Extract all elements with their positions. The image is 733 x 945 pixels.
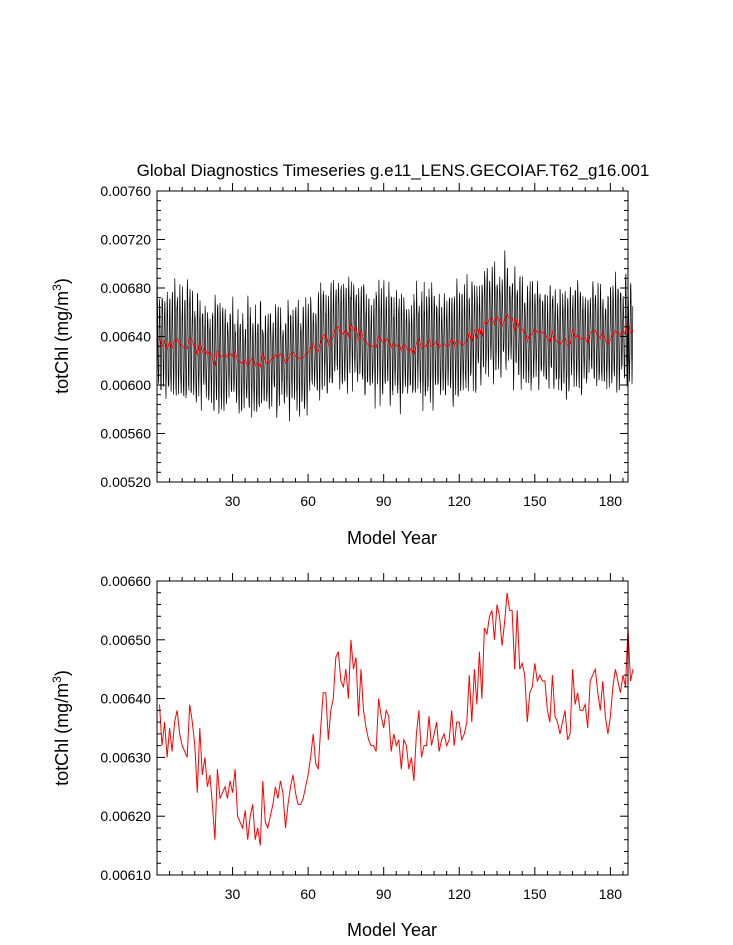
top-x-tick-label: 150 <box>523 493 547 509</box>
top-y-tick-label: 0.00640 <box>100 329 151 345</box>
top-x-tick-label: 30 <box>225 493 241 509</box>
bottom-annual-mean-line <box>159 592 634 846</box>
bottom-x-tick-label: 90 <box>376 886 392 902</box>
bottom-y-tick-label: 0.00650 <box>100 632 151 648</box>
top-monthly-series-line <box>156 250 634 422</box>
bottom-y-tick-label: 0.00640 <box>100 691 151 707</box>
bottom-ticks: 30 60 90 120 150 180 0.00610 0.00620 0.00630 0.00… <box>100 573 628 902</box>
chart-bottom: 30 60 90 120 150 180 0.00610 0.00620 0.00630 0.00… <box>50 573 634 940</box>
bottom-plot-frame <box>156 580 629 876</box>
top-x-axis-title: Model Year <box>347 528 437 548</box>
top-y-tick-label: 0.00600 <box>100 377 151 393</box>
chart-top: Global Diagnostics Timeseries g.e11_LENS… <box>50 161 649 548</box>
top-y-tick-label: 0.00560 <box>100 426 151 442</box>
bottom-x-tick-label: 180 <box>599 886 623 902</box>
bottom-y-tick-label: 0.00610 <box>100 867 151 883</box>
top-ticks: 30 60 90 120 150 180 0.00520 0.00560 0.00600 0.00… <box>100 183 628 509</box>
bottom-y-tick-label: 0.00630 <box>100 749 151 765</box>
top-x-tick-label: 120 <box>448 493 472 509</box>
bottom-y-axis-title: totChl (mg/m3) <box>50 670 72 786</box>
top-plot-area <box>156 250 634 422</box>
bottom-x-tick-label: 30 <box>225 886 241 902</box>
bottom-plot-area <box>159 592 634 846</box>
bottom-x-tick-label: 150 <box>523 886 547 902</box>
bottom-x-tick-label: 120 <box>448 886 472 902</box>
bottom-x-tick-label: 60 <box>300 886 316 902</box>
top-y-tick-label: 0.00680 <box>100 280 151 296</box>
top-annual-mean-line <box>159 313 634 369</box>
bottom-y-tick-label: 0.00660 <box>100 573 151 589</box>
top-x-tick-label: 180 <box>599 493 623 509</box>
top-y-axis-title: totChl (mg/m3) <box>50 278 72 394</box>
top-y-tick-label: 0.00720 <box>100 232 151 248</box>
bottom-y-tick-label: 0.00620 <box>100 808 151 824</box>
top-y-tick-label: 0.00760 <box>100 183 151 199</box>
top-x-tick-label: 90 <box>376 493 392 509</box>
top-x-tick-label: 60 <box>300 493 316 509</box>
chart-title: Global Diagnostics Timeseries g.e11_LENS… <box>137 161 650 180</box>
bottom-x-axis-title: Model Year <box>347 920 437 940</box>
top-y-tick-label: 0.00520 <box>100 474 151 490</box>
